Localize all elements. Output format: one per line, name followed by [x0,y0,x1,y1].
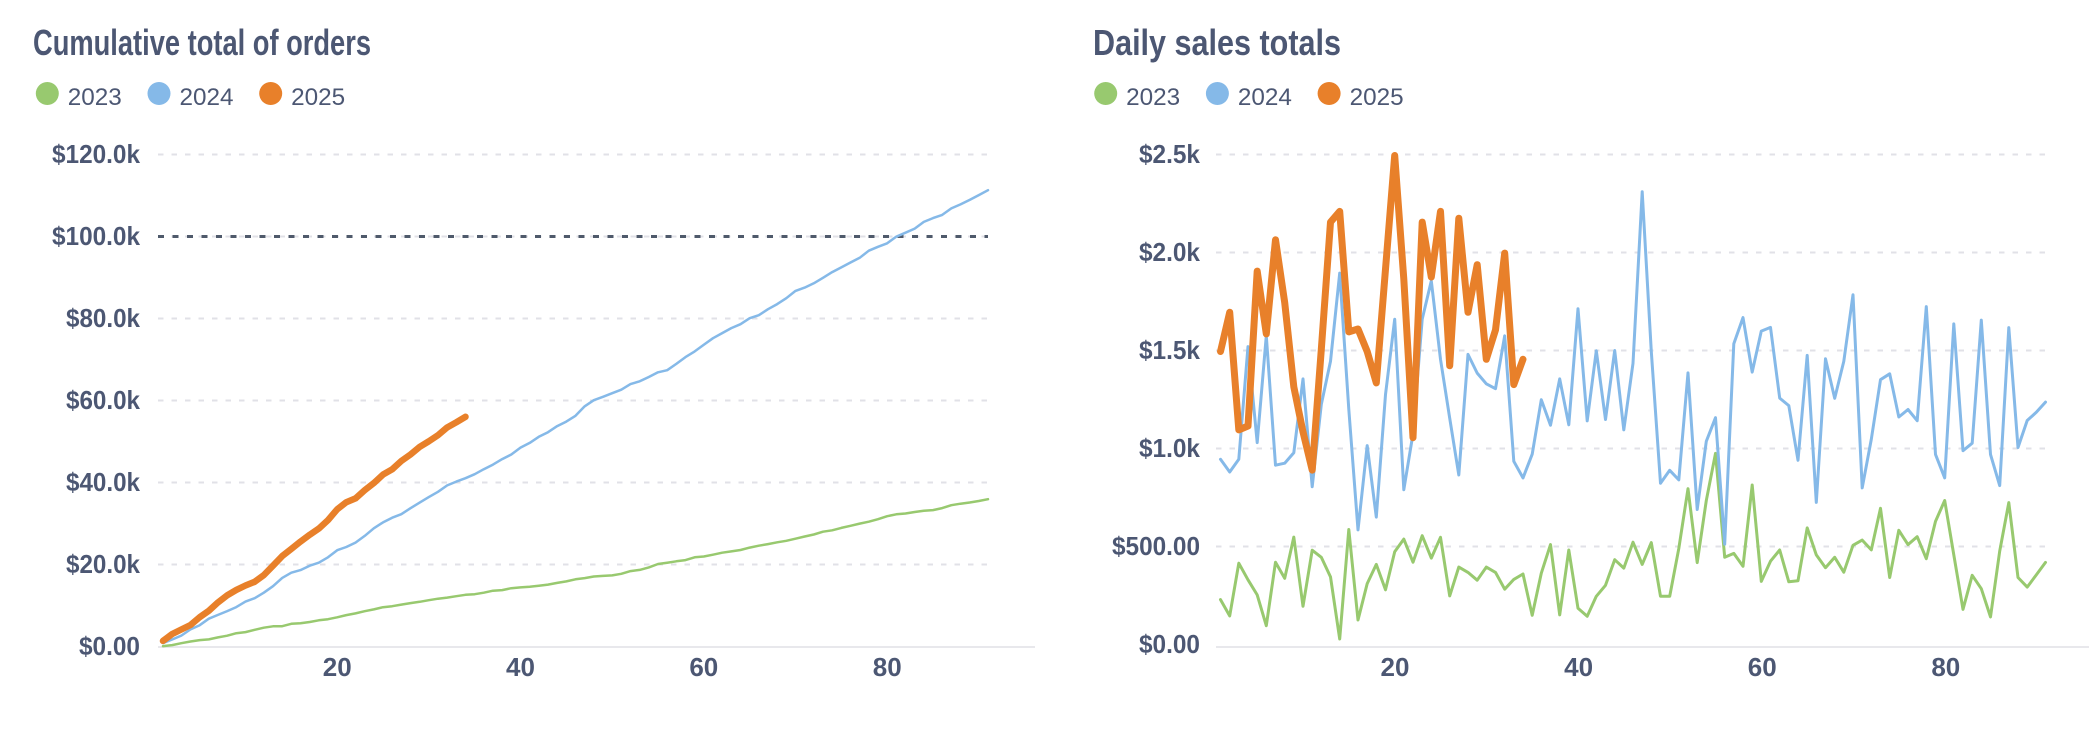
svg-text:$100.0k: $100.0k [52,221,141,251]
svg-text:2023: 2023 [68,84,122,111]
svg-text:60: 60 [689,652,718,682]
svg-text:$1.5k: $1.5k [1139,335,1200,365]
svg-text:$80.0k: $80.0k [66,303,140,333]
svg-text:$60.0k: $60.0k [66,385,140,415]
svg-text:80: 80 [873,652,902,682]
svg-text:20: 20 [1381,652,1410,682]
svg-text:60: 60 [1748,652,1777,682]
svg-text:$2.0k: $2.0k [1139,237,1200,267]
svg-text:80: 80 [1931,652,1960,682]
svg-text:40: 40 [506,652,535,682]
svg-text:$120.0k: $120.0k [52,139,141,169]
svg-text:2025: 2025 [291,84,345,111]
svg-text:$40.0k: $40.0k [66,467,140,497]
svg-text:Daily sales totals: Daily sales totals [1093,22,1341,63]
svg-text:40: 40 [1564,652,1593,682]
svg-text:$0.00: $0.00 [79,631,140,661]
svg-text:$2.5k: $2.5k [1139,139,1200,169]
svg-text:Cumulative total of orders: Cumulative total of orders [33,22,371,63]
svg-text:$20.0k: $20.0k [66,549,140,579]
svg-text:2024: 2024 [1238,84,1292,111]
svg-text:$500.00: $500.00 [1112,531,1200,561]
svg-text:$1.0k: $1.0k [1139,433,1200,463]
svg-text:$0.00: $0.00 [1139,629,1200,659]
svg-text:2023: 2023 [1126,84,1180,111]
svg-text:2024: 2024 [180,84,234,111]
svg-text:20: 20 [323,652,352,682]
svg-text:2025: 2025 [1350,84,1404,111]
